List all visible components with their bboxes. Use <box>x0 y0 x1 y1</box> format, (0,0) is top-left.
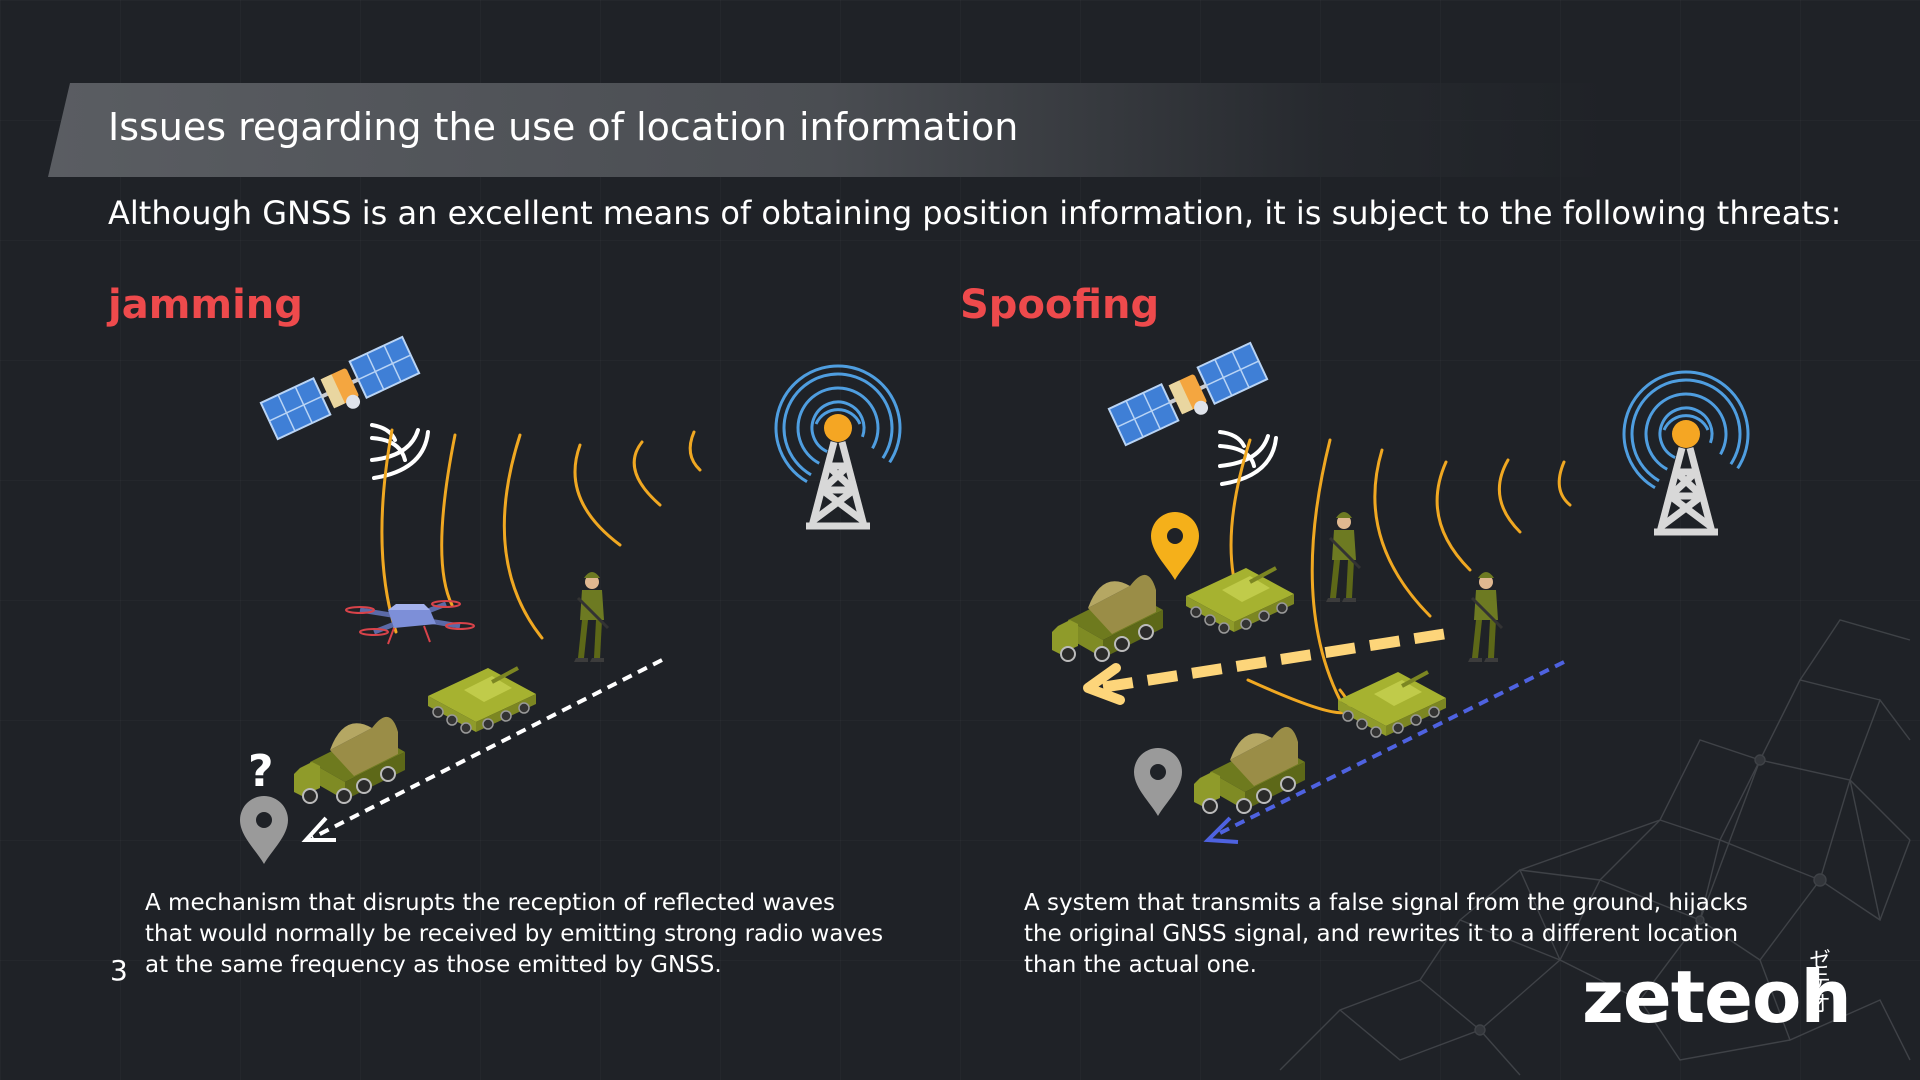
satellite-icon <box>259 335 423 445</box>
drone-icon <box>346 601 474 644</box>
logo-kana-text: ゼテオ <box>1805 948 1830 1014</box>
tank-icon <box>426 666 538 735</box>
spoofing-heading: Spoofing <box>960 282 1160 328</box>
soldier-icon <box>1466 570 1504 664</box>
spoofing-description-line: the original GNSS signal, and rewrites i… <box>1024 921 1739 947</box>
soldier-icon <box>1324 510 1362 604</box>
truck-icon <box>293 715 406 804</box>
jamming-illustration: ? <box>240 335 923 864</box>
arrow-icon <box>1203 816 1239 844</box>
spoofing-waves <box>1229 438 1572 715</box>
location-pin-icon <box>1151 512 1199 580</box>
question-mark: ? <box>248 746 274 797</box>
title-banner <box>48 83 1608 177</box>
true-path-arrow <box>1213 660 1565 838</box>
soldier-icon <box>572 570 610 664</box>
page-number: 3 <box>110 954 128 987</box>
jamming-heading: jamming <box>108 282 303 328</box>
arrow-icon <box>301 816 336 842</box>
location-pin-icon <box>240 796 288 864</box>
radio-tower-icon <box>753 343 922 526</box>
jamming-description-line: that would normally be received by emitt… <box>145 921 884 947</box>
jamming-path-arrow <box>311 658 663 840</box>
page-subtitle: Although GNSS is an excellent means of o… <box>108 194 1842 232</box>
truck-icon <box>1051 573 1164 662</box>
arrow-icon <box>1083 663 1125 705</box>
jamming-description: A mechanism that disrupts the reception … <box>145 888 883 981</box>
spoofing-description-line: A system that transmits a false signal f… <box>1024 890 1748 916</box>
jamming-description-line: at the same frequency as those emitted b… <box>145 952 722 978</box>
satellite-icon <box>1107 341 1271 451</box>
brand-logo-kana: ゼテオ <box>1805 948 1830 1014</box>
jamming-waves <box>380 428 702 640</box>
tank-icon <box>1184 566 1296 635</box>
satellite-signal-icon <box>370 423 430 480</box>
page-title: Issues regarding the use of location inf… <box>108 105 1019 149</box>
network-decoration <box>1279 619 1911 1076</box>
spoofing-description: A system that transmits a false signal f… <box>1024 888 1748 981</box>
spoofing-illustration <box>1051 341 1771 844</box>
fake-path-arrow <box>1097 628 1445 694</box>
brand-logo: zeteoh <box>1582 955 1852 1039</box>
satellite-signal-icon <box>1218 430 1278 486</box>
radio-tower-icon <box>1601 349 1770 532</box>
spoofing-description-line: than the actual one. <box>1024 952 1257 978</box>
tank-icon <box>1336 670 1448 739</box>
location-pin-icon <box>1134 748 1182 816</box>
jamming-description-line: A mechanism that disrupts the reception … <box>145 890 836 916</box>
